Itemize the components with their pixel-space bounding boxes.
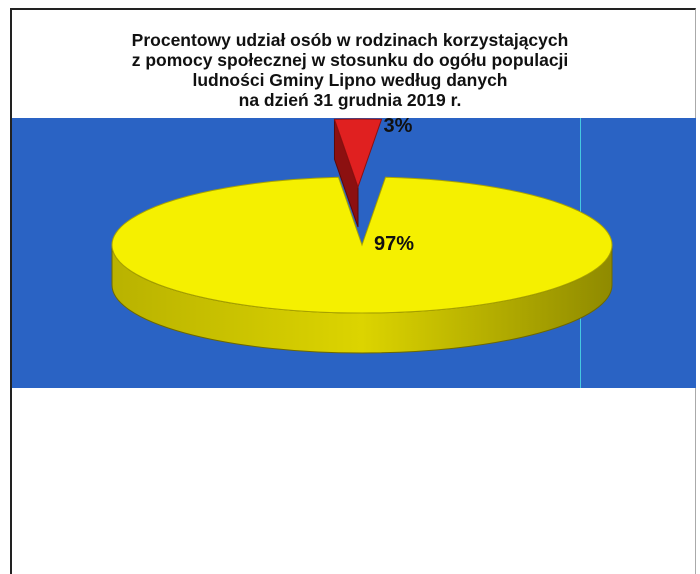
title-line-4: na dzień 31 grudnia 2019 r. (238, 90, 462, 110)
title-line-1: Procentowy udział osób w rodzinach korzy… (131, 30, 569, 50)
chart-title: Procentowy udział osób w rodzinach korzy… (60, 30, 640, 110)
pie-slice-large (111, 176, 613, 314)
data-label-large-slice: 97% (374, 233, 415, 255)
title-line-3: ludności Gminy Lipno według danych (192, 70, 508, 90)
pie-slice-small (333, 118, 383, 189)
data-label-small-slice: 3% (383, 115, 413, 138)
title-line-2: z pomocy społecznej w stosunku do ogółu … (131, 50, 569, 70)
